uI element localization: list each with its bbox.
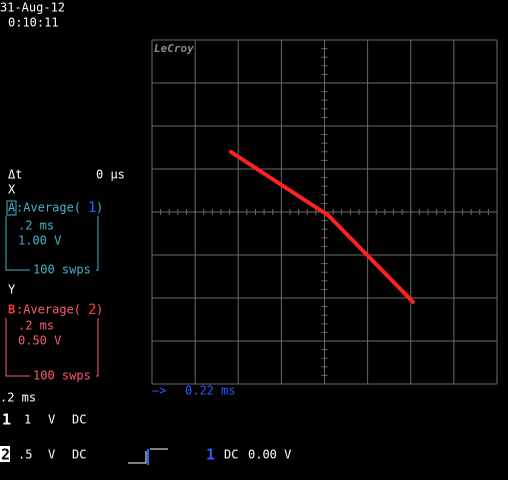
x-close: ) [96,201,103,215]
x-timebase: .2 ms [18,219,54,233]
ch2-unit: V [48,448,55,462]
x-bracket-right [96,216,99,271]
y-close: ) [96,303,103,317]
delay: 0.22 ms [185,384,236,398]
ch1-unit: V [48,413,55,427]
cursor-value: 0 μs [96,168,125,182]
brand: LeCroy [154,42,194,55]
delay-arrow: —> [152,384,166,398]
ch2-box [0,446,10,462]
ch2-scale: .5 [18,448,32,462]
ch1-scale: 1 [24,413,31,427]
x-channel: 1 [88,200,96,216]
y-timebase: .2 ms [18,319,54,333]
x-scale: 1.00 V [18,234,61,248]
x-sweeps: 100 swps [33,263,91,277]
date: 31-Aug-12 [0,1,65,15]
x-function: :Average( [16,201,81,215]
y-channel: 2 [88,302,96,318]
ch1-coupling: DC [72,413,86,427]
y-axis-label: Y [8,283,16,297]
ch2-number: 2 [1,446,10,464]
source-box [6,200,17,216]
trigger-source: 1 [206,446,215,464]
trigger-coupling: DC [224,448,238,462]
y-function: :Average( [16,303,81,317]
graticule [151,39,498,385]
y-scale: 0.50 V [18,334,61,348]
cursor-label: Δt [8,168,22,182]
y-source: B [8,303,15,317]
x-bracket [5,216,30,271]
y-bracket [5,318,30,377]
trigger-level: 0.00 V [248,448,291,462]
xy-trace [229,150,415,304]
ch1-number: 1 [2,411,11,429]
x-axis-label: X [8,183,16,197]
time: 0:10:11 [8,16,59,30]
ch2-coupling: DC [72,448,86,462]
trigger-icon [128,451,147,464]
y-bracket-right [96,318,99,377]
x-source: A [8,201,16,215]
y-sweeps: 100 swps [33,369,91,383]
footer-timebase: .2 ms [0,391,36,405]
